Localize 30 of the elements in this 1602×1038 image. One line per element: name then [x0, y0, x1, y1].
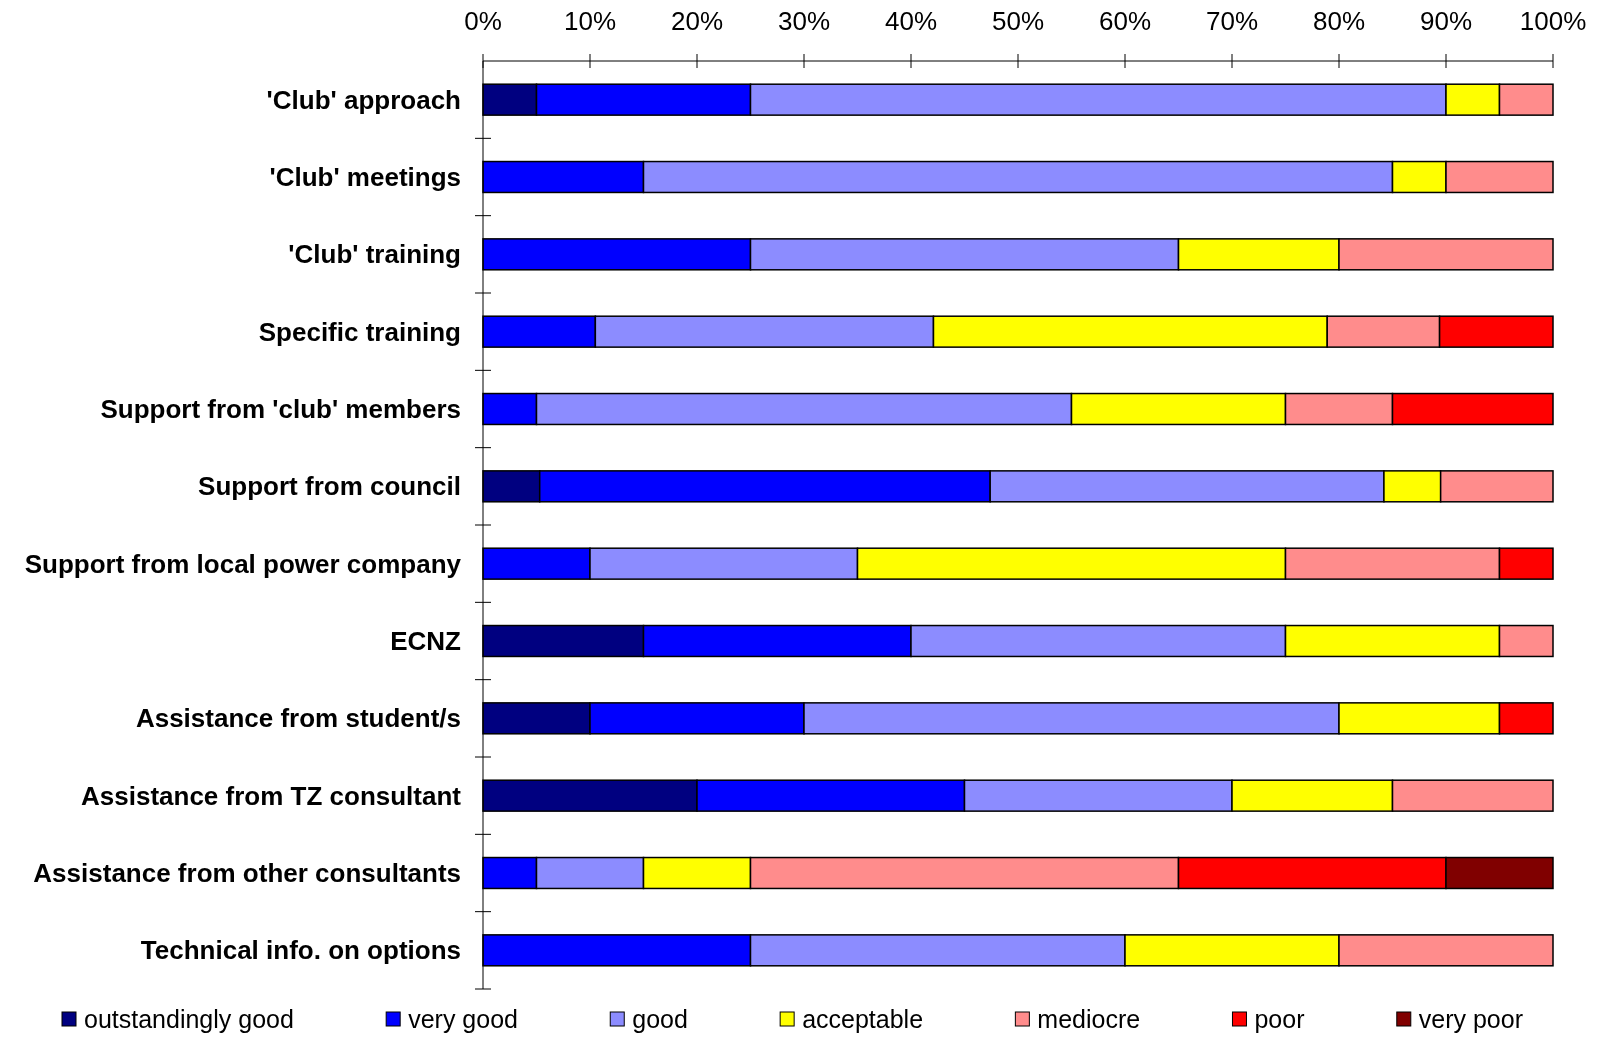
y-tick-label: Assistance from TZ consultant: [81, 780, 462, 811]
y-tick-label: Support from 'club' members: [100, 394, 461, 425]
legend-label: outstandingly good: [84, 1004, 294, 1033]
x-tick-label: 40%: [884, 6, 938, 36]
legend-label: mediocre: [1037, 1004, 1141, 1033]
y-tick-label: 'Club' approach: [266, 84, 461, 115]
y-tick-label: 'Club' training: [288, 239, 461, 270]
y-tick-label: Specific training: [258, 316, 461, 347]
x-tick-label: 60%: [1098, 6, 1152, 36]
y-tick-label: 'Club' meetings: [269, 162, 461, 193]
x-tick-label: 20%: [670, 6, 724, 36]
x-tick-label: 70%: [1205, 6, 1259, 36]
x-tick-label: 90%: [1419, 6, 1473, 36]
y-tick-label: Assistance from other consultants: [33, 858, 461, 889]
legend-label: very good: [408, 1004, 518, 1033]
x-tick-label: 50%: [991, 6, 1045, 36]
legend-label: acceptable: [802, 1004, 924, 1033]
x-tick-label: 10%: [563, 6, 617, 36]
y-tick-label: Support from local power company: [24, 548, 462, 579]
legend-label: very poor: [1418, 1004, 1524, 1033]
y-tick-label: ECNZ: [390, 626, 462, 657]
x-tick-label: 30%: [777, 6, 831, 36]
x-tick-label: 0%: [464, 6, 502, 36]
y-tick-label: Support from council: [198, 471, 461, 502]
x-tick-label: 100%: [1519, 6, 1587, 36]
y-tick-label: Assistance from student/s: [135, 703, 461, 734]
legend-label: poor: [1254, 1004, 1305, 1033]
legend-label: good: [632, 1004, 688, 1033]
y-tick-label: Technical info. on options: [140, 935, 461, 966]
x-tick-label: 80%: [1312, 6, 1366, 36]
